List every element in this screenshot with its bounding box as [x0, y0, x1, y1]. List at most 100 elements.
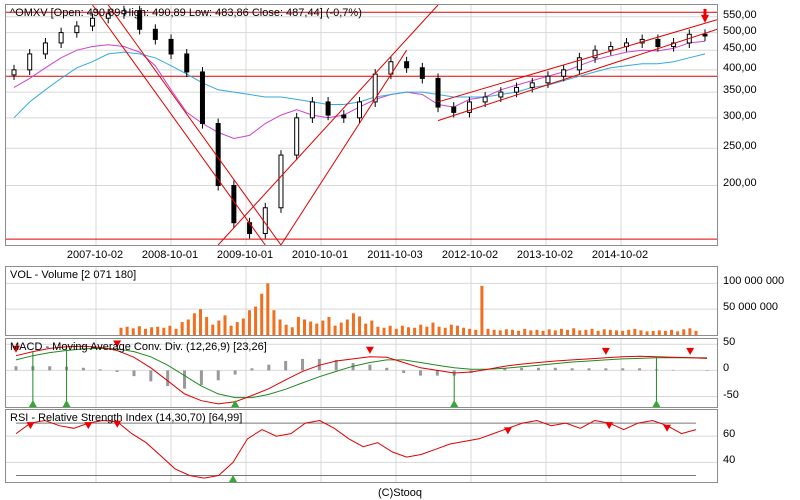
volume-bar: [437, 326, 441, 335]
volume-bar: [651, 330, 655, 335]
rsi-panel-title: RSI - Relative Strength Index (14,30,70)…: [10, 412, 243, 424]
volume-bar: [370, 320, 374, 335]
macd-histogram-bar: [250, 368, 254, 371]
copyright-footer: (C)Stooq: [377, 487, 423, 499]
volume-bar: [345, 319, 349, 335]
candle-body: [152, 28, 158, 40]
volume-bar: [358, 316, 362, 335]
macd-histogram-bar: [132, 370, 136, 377]
volume-bar: [388, 325, 392, 335]
volume-bar: [657, 330, 661, 335]
candle-body: [74, 25, 80, 34]
candle-body: [278, 154, 284, 209]
macd-histogram-bar: [536, 367, 540, 371]
price-panel: ^OMXV [Open: 490,89 High: 490,89 Low: 48…: [5, 4, 718, 246]
price-y-tick: 200,00: [723, 177, 757, 190]
candle-body: [482, 96, 488, 103]
macd-sell-marker: [113, 340, 122, 348]
volume-bar: [413, 327, 417, 335]
volume-bar: [333, 325, 337, 335]
volume-bar: [486, 328, 490, 335]
volume-bar: [504, 329, 508, 335]
volume-bar: [682, 329, 686, 335]
macd-histogram-bar: [267, 364, 271, 371]
macd-histogram-bar: [149, 370, 153, 382]
volume-bar: [382, 327, 386, 335]
volume-bar: [639, 330, 643, 335]
volume-bar: [523, 328, 527, 335]
volume-bar: [186, 319, 190, 335]
volume-bar: [174, 328, 178, 335]
candle-body: [419, 67, 425, 79]
volume-bar: [376, 326, 380, 335]
macd-histogram-bar: [183, 370, 187, 389]
volume-y-tick: 50 000 000: [723, 301, 779, 314]
macd-sell-marker: [601, 347, 610, 355]
macd-panel-title: MACD - Moving Average Conv. Div. (12,26,…: [10, 341, 267, 353]
volume-bar: [590, 328, 594, 335]
volume-bar: [663, 330, 667, 335]
volume-bar: [694, 330, 698, 335]
candle-body: [435, 77, 441, 108]
candle-body: [325, 101, 331, 116]
candle-body: [451, 106, 457, 113]
candle-body: [309, 101, 315, 119]
volume-bar: [168, 325, 172, 335]
macd-buy-marker: [28, 400, 37, 407]
rsi-line: [15, 419, 697, 479]
volume-bar: [321, 320, 325, 335]
rsi-panel: RSI - Relative Strength Index (14,30,70)…: [5, 409, 718, 483]
macd-signal-line: [15, 347, 707, 399]
volume-bar: [125, 326, 129, 335]
volume-bar: [394, 328, 398, 335]
volume-bar: [596, 330, 600, 335]
volume-bar: [143, 328, 147, 335]
candle-body: [58, 32, 64, 44]
candle-body: [294, 117, 300, 156]
volume-bar: [400, 325, 404, 335]
macd-histogram-bar: [638, 368, 642, 371]
volume-bar: [645, 331, 649, 335]
candle-body: [11, 69, 17, 76]
candle-body: [105, 13, 111, 19]
volume-bar: [241, 318, 245, 335]
macd-histogram-bar: [503, 368, 507, 371]
rsi-y-tick: 40: [723, 454, 736, 467]
macd-histogram-bar: [671, 369, 675, 371]
macd-histogram-bar: [587, 368, 591, 371]
volume-bar: [205, 316, 209, 335]
volume-bar: [608, 329, 612, 335]
macd-y-tick: 0: [723, 362, 730, 375]
sell-signal-arrow-stem: [703, 8, 707, 16]
volume-bar: [535, 329, 539, 335]
volume-bar: [614, 330, 618, 335]
volume-bar: [229, 325, 233, 335]
macd-histogram-bar: [520, 367, 524, 371]
volume-bar: [192, 313, 196, 335]
rsi-plot: [6, 410, 717, 482]
candle-body: [199, 71, 205, 124]
volume-bar: [510, 329, 514, 335]
macd-sell-marker: [686, 347, 695, 355]
volume-bar: [633, 328, 637, 335]
rsi-overbought-marker: [84, 422, 93, 430]
volume-y-axis: 100 000 000 50 000 000: [723, 266, 799, 336]
price-x-tick: 2012-10-02: [441, 249, 499, 261]
volume-bar: [553, 330, 557, 335]
volume-bar: [541, 330, 545, 335]
volume-bar: [315, 323, 319, 335]
volume-bar: [621, 330, 625, 335]
volume-bar: [137, 326, 141, 335]
candle-body: [561, 69, 567, 77]
volume-bar: [584, 329, 588, 335]
macd-histogram-bar: [418, 370, 422, 376]
macd-histogram-bar: [81, 367, 85, 371]
volume-bar: [364, 323, 368, 335]
volume-panel: VOL - Volume [2 071 180]: [5, 266, 718, 336]
volume-bar: [180, 322, 184, 335]
volume-bar: [566, 329, 570, 335]
volume-bar: [260, 293, 264, 335]
candle-body: [592, 49, 598, 59]
macd-histogram-bar: [301, 358, 305, 371]
macd-y-axis: 50 0 -50: [723, 336, 799, 408]
